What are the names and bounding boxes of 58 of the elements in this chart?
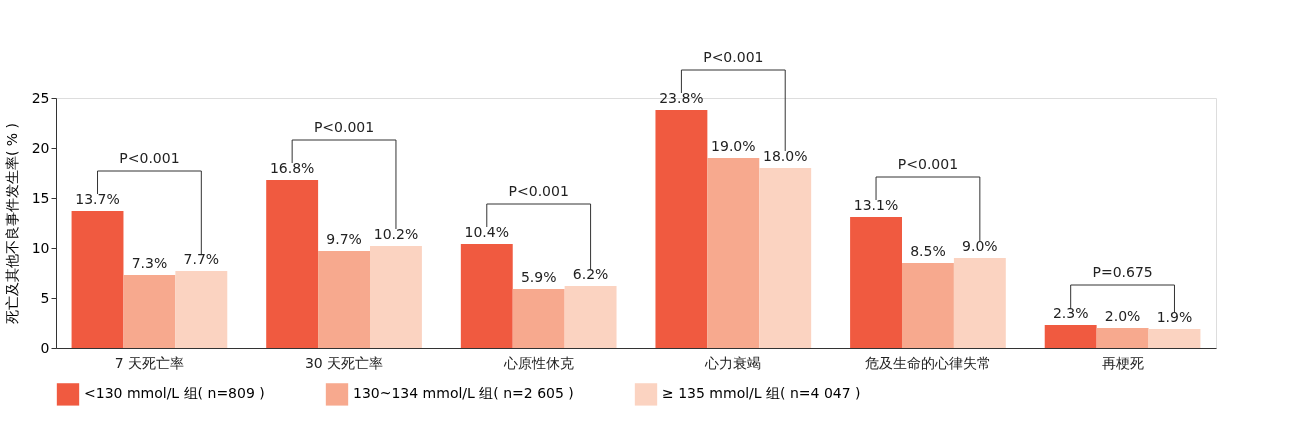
y-tick-label: 15 [31,189,50,206]
y-tick-label: 25 [31,89,50,106]
bar [175,271,228,348]
bar [759,168,812,348]
annotation: P<0.001 [119,150,180,166]
y-axis-title: 死亡及其他不良事件发生率( % ) [3,122,20,325]
x-tick-label: 7 天死亡率 [114,354,185,371]
data-label: 1.9% [1156,309,1193,325]
bar [655,110,708,348]
data-label: 9.0% [962,238,998,254]
bar [902,263,954,348]
data-label: 6.2% [572,266,609,282]
bar [71,211,124,348]
data-label: 7.7% [183,251,220,267]
bar [564,286,617,348]
bar [1148,329,1201,348]
x-tick-label: 心原性休克 [502,354,574,371]
bar [123,275,176,348]
bar [460,244,513,348]
text: P<0.001 [703,49,764,65]
legend-label: 130~134 mmol/L 组( n=2 605 ) [353,385,574,402]
data-label: 2.0% [1104,308,1141,324]
bar [1096,328,1149,348]
annotation: P<0.001 [508,183,569,199]
bar [1044,325,1097,348]
y-tick-label: 10 [31,239,50,256]
legend-label: ≥ 135 mmol/L 组( n=4 047 ) [662,385,861,402]
x-tick-label: 30 天死亡率 [304,354,384,371]
bar [850,217,902,348]
x-tick-label: 危及生命的心律失常 [864,354,991,371]
bar [370,246,422,348]
data-label: 10.4% [464,224,510,240]
data-label: 2.3% [1052,305,1089,321]
x-tick-label: 再梗死 [1101,354,1144,371]
bar [512,289,565,348]
data-label: 16.8% [269,160,315,176]
x-tick-label: 心力衰竭 [704,354,762,371]
data-label: 9.7% [326,231,362,247]
data-label: 18.0% [762,148,808,164]
data-label: 23.8% [659,90,704,106]
data-label: 7.3% [131,255,168,271]
data-label: 19.0% [711,138,756,154]
legend-label: <130 mmol/L 组( n=809 ) [84,385,265,402]
y-tick-label: 20 [31,139,50,156]
data-label: 5.9% [520,269,557,285]
bar [707,158,760,348]
annotation: P=0.675 [1092,264,1153,280]
data-label: 10.2% [373,226,419,242]
annotation: P<0.001 [313,119,375,135]
bar [953,258,1006,348]
bar [266,180,319,348]
y-tick-label: 5 [40,289,50,306]
data-label: 8.5% [910,243,946,259]
y-tick-label: 0 [40,339,50,356]
bar [318,251,370,348]
annotation: P<0.001 [897,156,959,172]
data-label: 13.7% [75,191,120,207]
data-label: 13.1% [853,197,899,213]
